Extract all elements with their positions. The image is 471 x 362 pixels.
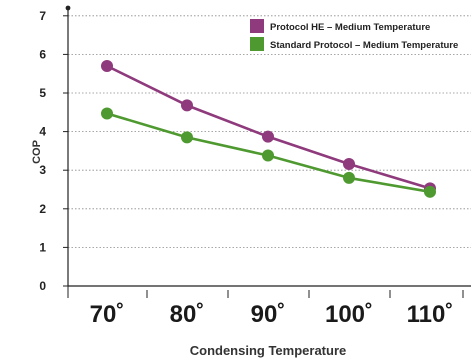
x-tick-label: 90˚ [251, 301, 286, 328]
legend: Protocol HE – Medium Temperature Standard… [250, 19, 458, 51]
y-tick-label: 7 [39, 9, 46, 23]
y-tick-labels: 0 1 2 3 4 5 6 7 [39, 9, 46, 293]
data-point-series-1 [343, 158, 355, 171]
series [101, 59, 436, 198]
x-tick-label: 80˚ [170, 301, 205, 328]
data-point-series-2 [181, 131, 193, 144]
y-tick-label: 3 [39, 163, 46, 177]
x-tick-label: 100˚ [325, 301, 373, 328]
grid-lines [68, 15, 471, 248]
legend-label-1: Protocol HE – Medium Temperature [270, 22, 430, 33]
x-tick-label: 70˚ [90, 301, 125, 328]
data-point-series-2 [101, 107, 113, 120]
data-point-series-2 [262, 149, 274, 162]
y-tick-label: 6 [39, 47, 46, 61]
data-point-series-1 [262, 130, 274, 143]
axes [63, 5, 471, 298]
y-tick-label: 2 [39, 202, 46, 216]
legend-swatch-1 [250, 19, 264, 33]
y-axis-label: COP [31, 140, 43, 164]
x-tick-label: 110˚ [407, 301, 454, 328]
data-point-series-1 [181, 99, 193, 112]
legend-label-2: Standard Protocol – Medium Temperature [270, 40, 458, 51]
y-tick-label: 4 [39, 125, 46, 139]
data-point-series-2 [424, 185, 436, 198]
data-point-series-2 [343, 171, 355, 184]
y-tick-label: 5 [39, 86, 46, 100]
y-axis-end-dot [65, 5, 71, 11]
y-tick-label: 1 [39, 240, 46, 254]
data-point-series-1 [101, 59, 113, 72]
y-tick-label: 0 [39, 279, 46, 293]
x-axis-label: Condensing Temperature [190, 343, 347, 358]
x-tick-labels: 70˚ 80˚ 90˚ 100˚ 110˚ [90, 301, 454, 328]
legend-swatch-2 [250, 37, 264, 51]
